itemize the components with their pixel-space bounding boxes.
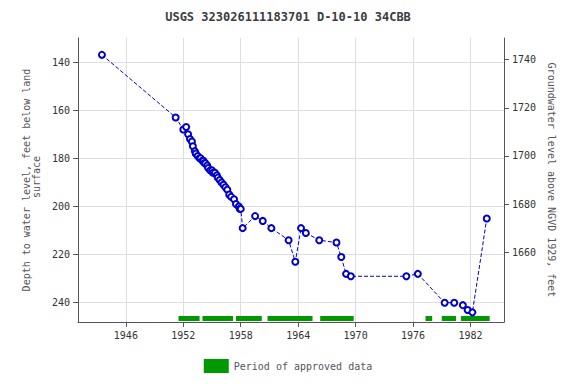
svg-text:Depth to water level, feet bel: Depth to water level, feet below land bbox=[20, 68, 32, 292]
svg-text:USGS 323026111183701 D-10-10 3: USGS 323026111183701 D-10-10 34CBB bbox=[165, 10, 411, 24]
svg-text:1680: 1680 bbox=[512, 199, 536, 210]
svg-text:240: 240 bbox=[52, 297, 70, 308]
svg-text:1982: 1982 bbox=[458, 330, 482, 341]
svg-text:1946: 1946 bbox=[114, 330, 138, 341]
svg-text:140: 140 bbox=[52, 57, 70, 68]
svg-text:200: 200 bbox=[52, 201, 70, 212]
svg-text:1700: 1700 bbox=[512, 150, 536, 161]
svg-text:180: 180 bbox=[52, 153, 70, 164]
svg-text:1740: 1740 bbox=[512, 54, 536, 65]
svg-text:surface: surface bbox=[31, 156, 42, 204]
svg-text:1970: 1970 bbox=[344, 330, 368, 341]
svg-text:1964: 1964 bbox=[286, 330, 310, 341]
svg-text:Groundwater level above NGVD 1: Groundwater level above NGVD 1929, feet bbox=[546, 63, 557, 298]
svg-text:Period of approved data: Period of approved data bbox=[234, 361, 372, 372]
svg-text:220: 220 bbox=[52, 249, 70, 260]
svg-text:1976: 1976 bbox=[401, 330, 425, 341]
svg-text:1720: 1720 bbox=[512, 102, 536, 113]
svg-text:1952: 1952 bbox=[171, 330, 195, 341]
svg-text:1660: 1660 bbox=[512, 247, 536, 258]
svg-text:160: 160 bbox=[52, 105, 70, 116]
svg-text:1958: 1958 bbox=[229, 330, 253, 341]
